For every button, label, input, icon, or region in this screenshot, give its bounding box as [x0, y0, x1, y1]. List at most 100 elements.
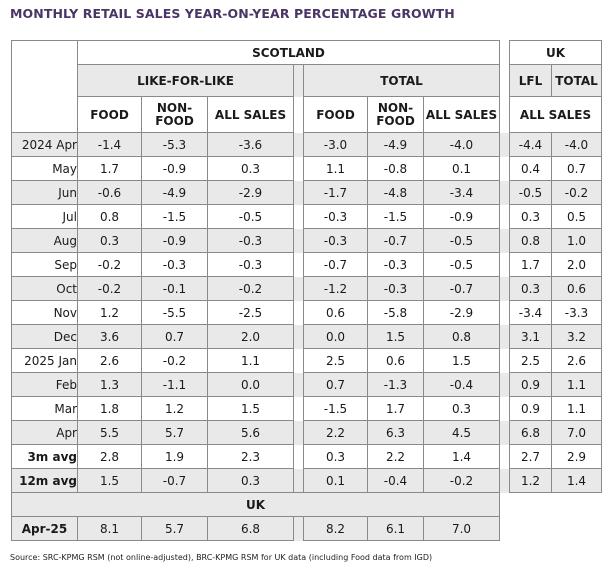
value-cell: 0.8 [423, 324, 500, 349]
gap-cell [293, 348, 304, 373]
table-row: 2024 Apr -1.4 -5.3 -3.6 -3.0 -4.9 -4.0 -4.4 -4.0 [11, 132, 602, 157]
value-cell: 1.2 [509, 468, 552, 493]
table-row: Mar 1.8 1.2 1.5 -1.5 1.7 0.3 0.9 1.1 [11, 396, 602, 421]
value-cell: -5.5 [141, 300, 208, 325]
value-cell: -0.7 [367, 228, 424, 253]
value-cell: 1.2 [141, 396, 208, 421]
header-uk-lfl: LFL [509, 64, 552, 97]
gap-cell [499, 252, 510, 277]
value-cell: 1.1 [207, 348, 294, 373]
gap-cell [499, 324, 510, 349]
gap-cell [499, 348, 510, 373]
value-cell: 2.8 [77, 444, 142, 469]
row-label: Nov [11, 300, 78, 325]
value-cell: 0.8 [77, 204, 142, 229]
value-cell: 1.3 [77, 372, 142, 397]
value-cell: 0.3 [509, 276, 552, 301]
value-cell: 0.6 [303, 300, 368, 325]
value-cell: 2.5 [509, 348, 552, 373]
value-cell: 0.7 [551, 156, 602, 181]
value-cell: -3.0 [303, 132, 368, 157]
gap-cell [293, 444, 304, 469]
value-cell: 1.2 [77, 300, 142, 325]
value-cell: 1.8 [77, 396, 142, 421]
source-note: Source: SRC-KPMG RSM (not online-adjuste… [10, 553, 433, 562]
table-title: MONTHLY RETAIL SALES YEAR-ON-YEAR PERCEN… [10, 6, 455, 21]
value-cell: -0.8 [367, 156, 424, 181]
value-cell: -0.9 [423, 204, 500, 229]
value-cell: 2.3 [207, 444, 294, 469]
value-cell: 1.0 [551, 228, 602, 253]
row-label: Apr [11, 420, 78, 445]
value-cell: -2.5 [207, 300, 294, 325]
value-cell: 6.3 [367, 420, 424, 445]
value-cell: -0.4 [367, 468, 424, 493]
value-cell: -1.2 [303, 276, 368, 301]
header-total: TOTAL [303, 64, 500, 97]
gap-cell [293, 300, 304, 325]
value-cell: 1.4 [423, 444, 500, 469]
header-uk-all-sales: ALL SALES [509, 96, 602, 133]
value-cell: 1.1 [551, 372, 602, 397]
header-lfl-food: FOOD [77, 96, 142, 133]
table-row: Dec 3.6 0.7 2.0 0.0 1.5 0.8 3.1 3.2 [11, 324, 602, 349]
gap-cell [499, 204, 510, 229]
gap-cell [499, 468, 510, 493]
value-cell: 1.5 [207, 396, 294, 421]
gap-cell [293, 468, 304, 493]
value-cell: 0.3 [77, 228, 142, 253]
uk-section-header-row: UK [11, 492, 602, 517]
value-cell: -4.9 [367, 132, 424, 157]
table-row: May 1.7 -0.9 0.3 1.1 -0.8 0.1 0.4 0.7 [11, 156, 602, 181]
value-cell: -0.1 [141, 276, 208, 301]
value-cell: -0.3 [303, 204, 368, 229]
gap-cell [293, 252, 304, 277]
header-lfl-all-sales: ALL SALES [207, 96, 294, 133]
value-cell: -1.7 [303, 180, 368, 205]
value-cell: 0.1 [303, 468, 368, 493]
value-cell: -4.9 [141, 180, 208, 205]
table-row: 12m avg 1.5 -0.7 0.3 0.1 -0.4 -0.2 1.2 1.4 [11, 468, 602, 493]
value-cell: 6.8 [207, 516, 294, 541]
row-label: May [11, 156, 78, 181]
gap-cell [293, 156, 304, 181]
gap-cell [499, 132, 510, 157]
value-cell: -0.2 [77, 252, 142, 277]
gap-cell [293, 516, 304, 541]
value-cell: 0.6 [551, 276, 602, 301]
gap-cell [499, 228, 510, 253]
value-cell: -2.9 [423, 300, 500, 325]
empty-cell [500, 517, 602, 541]
row-label: Jul [11, 204, 78, 229]
value-cell: 0.3 [423, 396, 500, 421]
value-cell: 0.9 [509, 372, 552, 397]
value-cell: -0.5 [423, 228, 500, 253]
value-cell: -1.5 [367, 204, 424, 229]
table-row: Nov 1.2 -5.5 -2.5 0.6 -5.8 -2.9 -3.4 -3.3 [11, 300, 602, 325]
value-cell: 4.5 [423, 420, 500, 445]
value-cell: -0.3 [207, 252, 294, 277]
value-cell: -1.4 [77, 132, 142, 157]
value-cell: -0.9 [141, 228, 208, 253]
table-row: Oct -0.2 -0.1 -0.2 -1.2 -0.3 -0.7 0.3 0.6 [11, 276, 602, 301]
value-cell: -2.9 [207, 180, 294, 205]
value-cell: -0.2 [551, 180, 602, 205]
value-cell: 7.0 [551, 420, 602, 445]
value-cell: 6.8 [509, 420, 552, 445]
gap-cell [499, 300, 510, 325]
value-cell: -0.5 [207, 204, 294, 229]
value-cell: 0.0 [207, 372, 294, 397]
value-cell: 3.2 [551, 324, 602, 349]
table-row: Jun -0.6 -4.9 -2.9 -1.7 -4.8 -3.4 -0.5 -0.2 [11, 180, 602, 205]
gap-cell [499, 420, 510, 445]
table-row: 2025 Jan 2.6 -0.2 1.1 2.5 0.6 1.5 2.5 2.6 [11, 348, 602, 373]
value-cell: -0.7 [303, 252, 368, 277]
value-cell: 0.1 [423, 156, 500, 181]
value-cell: 2.2 [367, 444, 424, 469]
value-cell: 2.9 [551, 444, 602, 469]
gap-cell [499, 276, 510, 301]
header-lfl-nonfood: NON- FOOD [141, 96, 208, 133]
value-cell: 2.6 [551, 348, 602, 373]
value-cell: 5.5 [77, 420, 142, 445]
table-row: Jul 0.8 -1.5 -0.5 -0.3 -1.5 -0.9 0.3 0.5 [11, 204, 602, 229]
